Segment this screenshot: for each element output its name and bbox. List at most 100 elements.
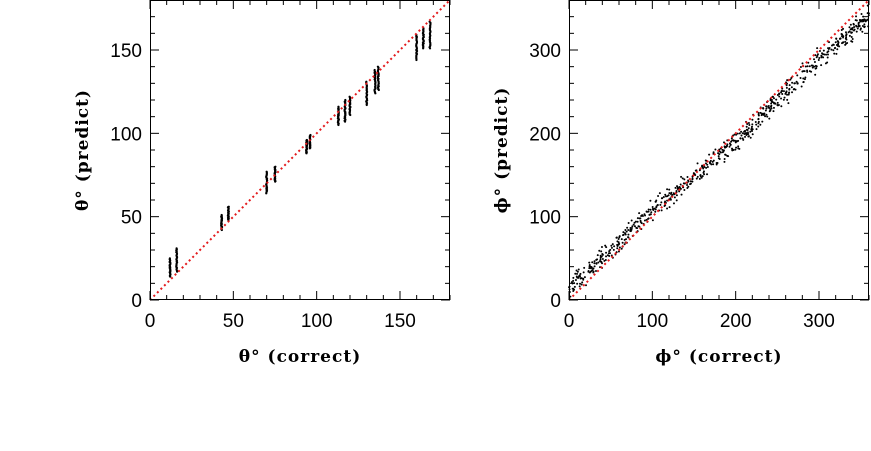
phi-data-point: [842, 35, 845, 38]
phi-data-point: [772, 97, 775, 100]
phi-data-point: [583, 276, 586, 279]
phi-data-point: [796, 82, 799, 85]
phi-data-point: [636, 220, 639, 223]
phi-data-point: [848, 26, 851, 29]
phi-data-point: [816, 47, 819, 50]
phi-data-point: [590, 266, 593, 269]
phi-data-point: [711, 160, 714, 163]
phi-data-point: [778, 95, 781, 98]
phi-data-point: [576, 270, 579, 273]
phi-x-axis-label: ϕ° (correct): [655, 347, 782, 367]
phi-data-point: [770, 102, 773, 105]
phi-data-point: [804, 76, 807, 79]
phi-data-point: [600, 246, 603, 249]
phi-data-point: [793, 82, 796, 85]
phi-data-point: [733, 133, 736, 136]
phi-data-point: [844, 31, 847, 34]
theta-data-point: [227, 205, 230, 208]
phi-plot-frame: [569, 0, 869, 300]
phi-data-point: [668, 206, 671, 209]
phi-data-point: [820, 54, 823, 57]
phi-data-point: [782, 98, 785, 101]
phi-data-point: [859, 27, 862, 30]
phi-data-point: [776, 101, 779, 104]
phi-data-point: [751, 133, 754, 136]
phi-data-point: [649, 208, 652, 211]
phi-data-point: [790, 86, 793, 89]
phi-data-point: [612, 248, 615, 251]
phi-data-point: [802, 81, 805, 84]
phi-data-point: [639, 217, 642, 220]
phi-data-point: [613, 245, 616, 248]
phi-data-point: [840, 33, 843, 36]
phi-data-point: [617, 250, 620, 253]
phi-data-point: [834, 41, 837, 44]
theta-y-axis-label: θ° (predict): [73, 89, 93, 211]
theta-data-point: [309, 133, 312, 137]
phi-data-point: [842, 41, 845, 44]
phi-data-point: [818, 56, 821, 59]
phi-data-point: [627, 228, 630, 231]
phi-data-point: [581, 281, 584, 284]
phi-data-point: [726, 143, 729, 146]
phi-data-point: [655, 205, 658, 208]
phi-data-point: [747, 132, 750, 135]
phi-data-point: [701, 165, 704, 168]
phi-data-point: [579, 272, 582, 275]
phi-data-point: [806, 70, 809, 73]
phi-data-point: [679, 187, 682, 190]
phi-data-point: [651, 219, 654, 222]
phi-reference-line: [568, 0, 870, 301]
phi-data-point: [842, 27, 845, 30]
phi-data-point: [572, 279, 575, 282]
phi-data-point: [574, 279, 577, 282]
phi-data-point: [659, 203, 662, 206]
phi-data-point: [705, 162, 708, 165]
phi-data-point: [580, 277, 583, 280]
phi-data-point: [766, 115, 769, 118]
phi-data-point: [746, 131, 749, 134]
phi-data-point: [610, 244, 613, 247]
phi-data-point: [601, 258, 604, 261]
phi-data-point: [651, 205, 654, 208]
phi-data-point: [575, 269, 578, 272]
phi-data-point: [643, 219, 646, 222]
phi-data-point: [682, 182, 685, 185]
phi-data-point: [755, 123, 758, 126]
phi-data-point: [582, 271, 585, 274]
phi-data-point: [795, 80, 798, 83]
phi-data-point: [728, 145, 731, 148]
theta-data-point: [168, 257, 171, 260]
phi-data-point: [853, 26, 856, 29]
phi-data-point: [719, 151, 722, 154]
phi-data-point: [633, 225, 636, 228]
phi-data-point: [635, 226, 638, 229]
phi-data-point: [691, 177, 694, 180]
phi-data-point: [799, 66, 802, 68]
phi-data-point: [605, 255, 608, 258]
phi-data-point: [848, 34, 851, 37]
phi-data-point: [683, 178, 686, 181]
phi-data-point: [741, 132, 744, 135]
phi-data-point: [573, 285, 576, 288]
phi-data-point: [712, 163, 715, 166]
phi-y-tick-label: 0: [550, 291, 561, 312]
phi-data-point: [737, 145, 740, 148]
phi-data-point: [675, 199, 678, 202]
phi-data-point: [686, 186, 689, 189]
theta-scatter-points: [168, 20, 432, 278]
phi-data-point: [835, 52, 838, 55]
phi-data-point: [739, 137, 742, 140]
phi-data-point: [639, 221, 642, 224]
theta-y-tick-label: 50: [121, 208, 142, 229]
phi-data-point: [681, 177, 684, 180]
phi-data-point: [749, 136, 752, 139]
phi-data-point: [732, 139, 735, 142]
phi-data-point: [791, 91, 794, 94]
theta-data-point: [220, 213, 223, 217]
phi-data-point: [698, 169, 701, 172]
phi-data-point: [747, 127, 750, 130]
phi-data-point: [759, 111, 762, 114]
phi-data-point: [576, 272, 579, 275]
phi-data-point: [751, 118, 754, 121]
